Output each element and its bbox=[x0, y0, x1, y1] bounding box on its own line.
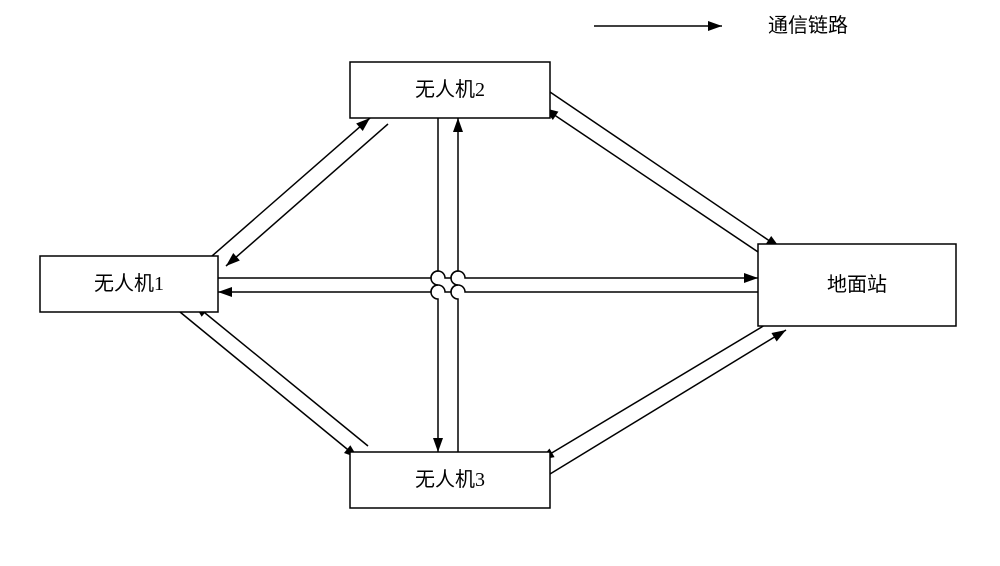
node-label: 无人机2 bbox=[415, 78, 485, 101]
comm-link-edge bbox=[550, 330, 786, 474]
node-uav2: 无人机2 bbox=[350, 62, 550, 118]
comm-link-edge bbox=[212, 118, 370, 256]
node-label: 无人机1 bbox=[94, 272, 164, 295]
arrow-head bbox=[453, 118, 463, 132]
arrow-head bbox=[433, 438, 443, 452]
arrow-head bbox=[744, 273, 758, 283]
comm-link-edge bbox=[540, 322, 770, 460]
node-uav3: 无人机3 bbox=[350, 452, 550, 508]
comm-link-edge bbox=[550, 92, 780, 248]
node-uav1: 无人机1 bbox=[40, 256, 218, 312]
arrow-head bbox=[708, 21, 722, 31]
comm-link-edge bbox=[544, 108, 764, 256]
comm-link-edge bbox=[451, 118, 458, 452]
comm-link-edge bbox=[226, 124, 388, 266]
node-label: 无人机3 bbox=[415, 468, 485, 491]
comm-link-edge bbox=[180, 312, 358, 458]
arrow-head bbox=[771, 330, 786, 342]
comm-link-edge bbox=[431, 118, 438, 452]
diagram-canvas: 无人机1 无人机2 无人机3 地面站 通信链路 bbox=[0, 0, 1000, 566]
node-gs: 地面站 bbox=[758, 244, 956, 326]
legend-label: 通信链路 bbox=[768, 14, 848, 37]
comm-link-edge bbox=[218, 285, 758, 292]
comm-link-edge bbox=[194, 304, 368, 446]
arrow-head bbox=[218, 287, 232, 297]
node-label: 地面站 bbox=[827, 273, 887, 296]
comm-link-edge bbox=[218, 271, 758, 278]
